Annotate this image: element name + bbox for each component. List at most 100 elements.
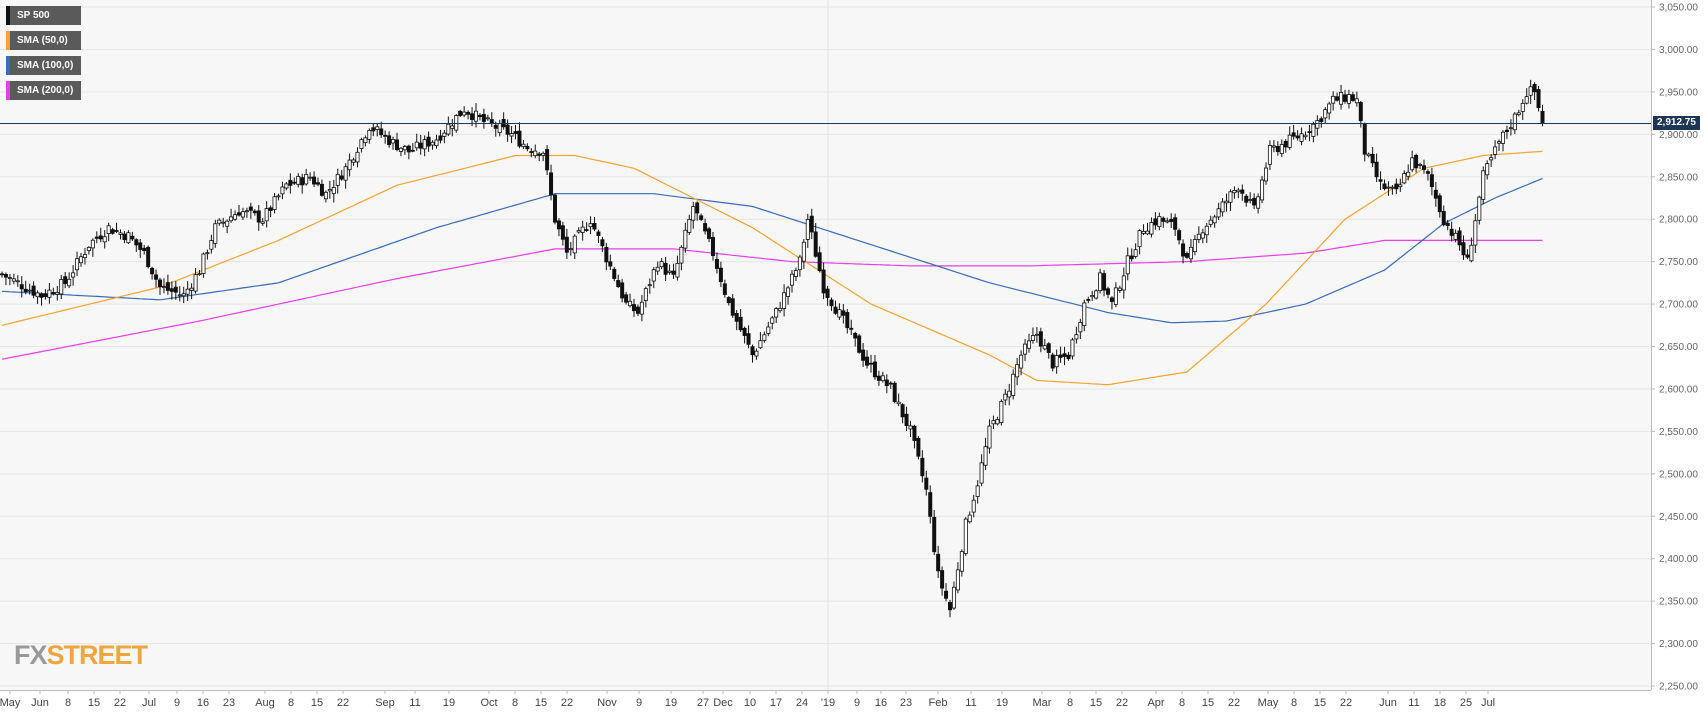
candle bbox=[458, 109, 463, 117]
candle bbox=[450, 118, 455, 137]
candle-body-down bbox=[1422, 165, 1427, 170]
candle-body-down bbox=[1129, 255, 1134, 260]
candle bbox=[165, 274, 170, 295]
candle-body-up bbox=[687, 219, 692, 233]
legend-item-sma200[interactable]: SMA (200,0) bbox=[6, 81, 82, 100]
candle-body-up bbox=[1528, 86, 1533, 96]
x-tick-label: 23 bbox=[900, 697, 912, 709]
candle-body-up bbox=[402, 146, 407, 151]
candle bbox=[173, 281, 178, 300]
candle-body-up bbox=[327, 189, 332, 192]
candle bbox=[592, 216, 597, 232]
candle-body-up bbox=[323, 191, 328, 200]
candle-body-up bbox=[979, 462, 984, 484]
candle-body-up bbox=[59, 279, 64, 295]
candle bbox=[1106, 286, 1111, 299]
candle-body-up bbox=[79, 256, 84, 264]
candle-body-up bbox=[106, 225, 111, 234]
candle-body-up bbox=[774, 308, 779, 318]
candle bbox=[327, 180, 332, 199]
candle-body-up bbox=[7, 277, 12, 279]
candle bbox=[1425, 169, 1430, 181]
candle-body-down bbox=[553, 194, 558, 223]
candle-body-down bbox=[1181, 243, 1186, 257]
candle bbox=[754, 348, 759, 360]
candle-body-down bbox=[252, 210, 257, 214]
candle-body-down bbox=[394, 139, 399, 151]
candle-body-down bbox=[481, 114, 486, 122]
candle-body-down bbox=[620, 282, 625, 299]
candle bbox=[1378, 171, 1383, 190]
candle bbox=[659, 258, 664, 270]
candle-body-up bbox=[639, 301, 644, 315]
candle bbox=[1015, 357, 1020, 386]
candle bbox=[51, 287, 56, 296]
candle bbox=[94, 231, 99, 244]
candle bbox=[1153, 212, 1158, 230]
candle bbox=[738, 308, 743, 332]
candle-body-up bbox=[1204, 225, 1209, 236]
candle bbox=[466, 110, 471, 120]
candle bbox=[1354, 91, 1359, 107]
candle-body-down bbox=[1291, 132, 1296, 137]
candle-body-down bbox=[426, 136, 431, 147]
candle bbox=[59, 274, 64, 300]
candle bbox=[1196, 226, 1201, 244]
candle-body-up bbox=[1034, 333, 1039, 336]
y-tick-label: 2,800.00 bbox=[1659, 215, 1698, 226]
candle-body-down bbox=[869, 362, 874, 365]
sma-50-path bbox=[1, 150, 1543, 386]
legend-item-sma50[interactable]: SMA (50,0) bbox=[6, 31, 82, 50]
candle bbox=[1236, 187, 1241, 199]
candle-body-up bbox=[896, 401, 901, 405]
candle-body-down bbox=[138, 242, 143, 250]
candle bbox=[157, 277, 162, 295]
candle-body-up bbox=[659, 261, 664, 268]
candle bbox=[861, 343, 866, 367]
candle-body-up bbox=[1023, 343, 1028, 355]
candle-body-down bbox=[888, 382, 893, 385]
legend-item-sp500[interactable]: SP 500 bbox=[6, 6, 82, 25]
candle-body-up bbox=[1228, 191, 1233, 203]
candle bbox=[39, 292, 44, 306]
x-tick-label: 27 bbox=[697, 697, 709, 709]
candle-body-down bbox=[663, 262, 668, 275]
candle-body-down bbox=[549, 172, 554, 196]
candle bbox=[1516, 109, 1521, 117]
candle bbox=[209, 234, 214, 254]
candle-body-up bbox=[71, 272, 76, 278]
candle-body-down bbox=[300, 177, 305, 186]
candle bbox=[1303, 131, 1308, 140]
candle bbox=[394, 132, 399, 152]
candle bbox=[833, 300, 838, 315]
y-tick-label: 2,750.00 bbox=[1659, 257, 1698, 268]
legend-swatch bbox=[6, 31, 10, 50]
candle bbox=[312, 171, 317, 187]
candle-body-up bbox=[987, 425, 992, 449]
candle-body-down bbox=[154, 274, 159, 280]
candle-body-down bbox=[892, 382, 897, 402]
candle bbox=[1331, 91, 1336, 111]
candle bbox=[410, 143, 415, 153]
candle-body-up bbox=[331, 187, 336, 195]
candle bbox=[967, 511, 972, 524]
candle-body-down bbox=[671, 270, 676, 275]
candle-body-up bbox=[1208, 219, 1213, 225]
candle bbox=[1220, 198, 1225, 217]
candle-body-up bbox=[1216, 208, 1221, 218]
candle-body-up bbox=[1165, 220, 1170, 223]
x-tick-label: Feb bbox=[929, 697, 948, 709]
candle-body-up bbox=[1398, 184, 1403, 188]
candle-body-up bbox=[414, 141, 419, 149]
candle-body-up bbox=[643, 288, 648, 302]
candle bbox=[1240, 184, 1245, 201]
candle-body-down bbox=[600, 239, 605, 247]
legend-label: SP 500 bbox=[17, 10, 50, 21]
candle bbox=[900, 403, 905, 424]
candle bbox=[549, 164, 554, 201]
candle bbox=[805, 213, 810, 248]
legend-item-sma100[interactable]: SMA (100,0) bbox=[6, 56, 82, 75]
candle-body-up bbox=[260, 221, 265, 224]
